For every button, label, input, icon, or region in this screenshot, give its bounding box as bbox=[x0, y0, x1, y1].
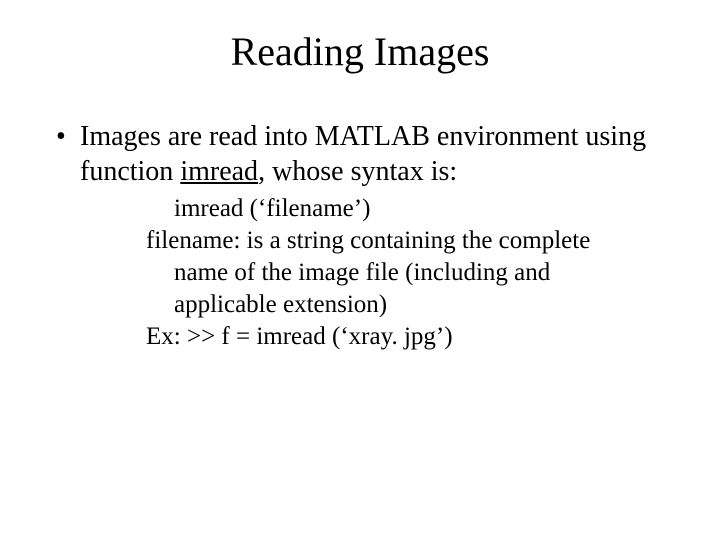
sub-line-1: imread (‘filename’) bbox=[146, 193, 620, 225]
sub-line-3: Ex: >> f = imread (‘xray. jpg’) bbox=[146, 321, 620, 353]
sub-block: imread (‘filename’) filename: is a strin… bbox=[56, 189, 680, 353]
slide-body: • Images are read into MATLAB environmen… bbox=[0, 95, 720, 353]
bullet-dot: • bbox=[56, 119, 80, 154]
bullet-part2: , whose syntax is: bbox=[258, 156, 457, 187]
slide: Reading Images • Images are read into MA… bbox=[0, 0, 720, 540]
sub-line-2b: name of the image file (including and bbox=[146, 257, 620, 289]
slide-title: Reading Images bbox=[0, 0, 720, 95]
sub-line-2c: applicable extension) bbox=[146, 289, 620, 321]
bullet-text: Images are read into MATLAB environment … bbox=[80, 119, 680, 189]
bullet-imread: imread bbox=[180, 156, 258, 187]
bullet-item: • Images are read into MATLAB environmen… bbox=[56, 119, 680, 189]
sub-line-2a: filename: is a string containing the com… bbox=[146, 225, 620, 257]
